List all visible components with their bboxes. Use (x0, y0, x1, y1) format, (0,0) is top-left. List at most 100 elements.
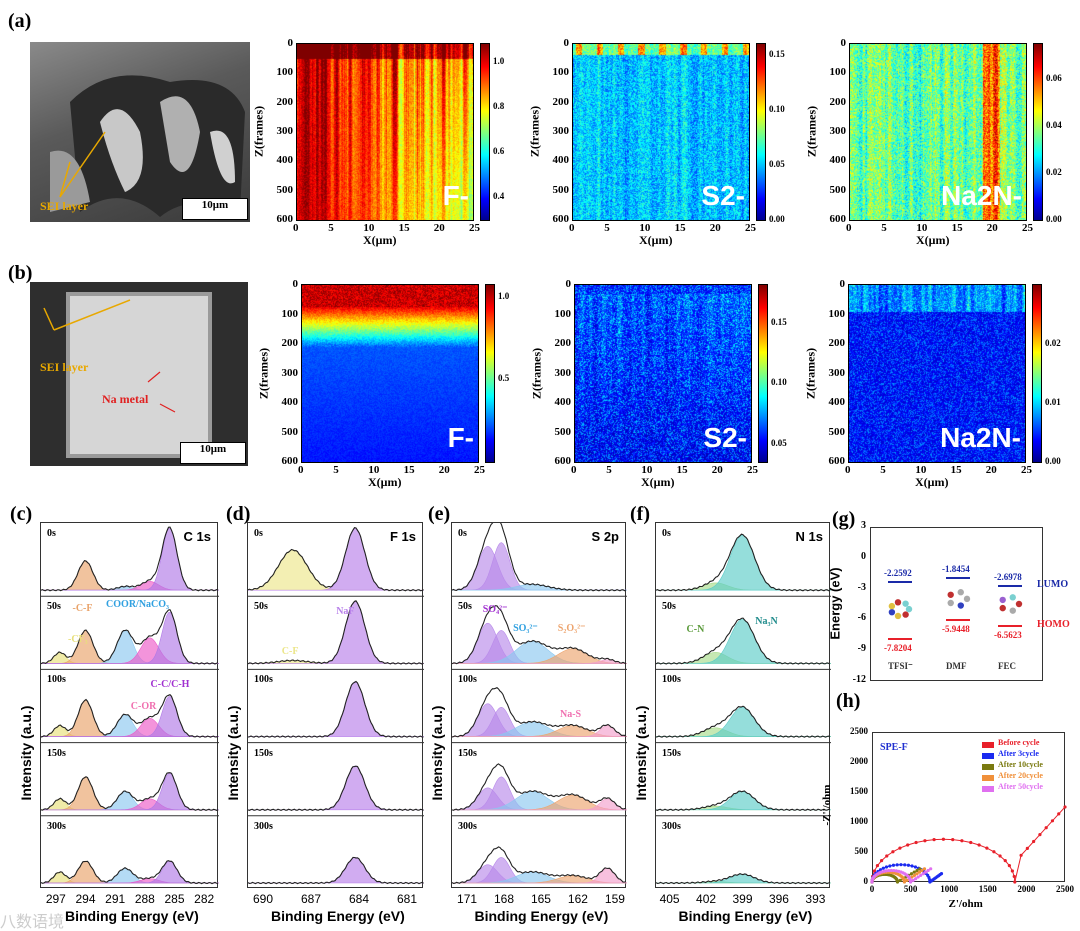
x-tick-label: 5 (880, 464, 886, 476)
colorbar-tick-label: 0.10 (771, 377, 787, 388)
y-axis-title: Intensity (a.u.) (18, 705, 34, 801)
molecule-structures (888, 589, 1023, 620)
y-tick-label: 400 (552, 154, 570, 167)
colorbar-tick-label: 1.0 (493, 56, 505, 67)
y-tick-label: 500 (276, 183, 294, 196)
sem-texture (43, 292, 212, 458)
x-tick-label: 297 (45, 892, 66, 906)
peak-na-s (452, 868, 627, 884)
x-tick-label: 690 (253, 892, 274, 906)
x-tick-label: 25 (745, 222, 756, 234)
y-axis-title: Z(frames) (804, 105, 819, 158)
y-axis-title: Intensity (a.u.) (633, 705, 649, 801)
envelope-line (41, 609, 219, 665)
sei-layer-label: SEI layer (40, 199, 89, 213)
x-axis-title: Binding Energy (eV) (678, 908, 813, 924)
x-tick-label: 0 (869, 884, 875, 894)
colorbar-tick-label: 0.04 (1046, 120, 1062, 131)
y-tick-label: 600 (554, 455, 572, 467)
colorbar-tick-label: 0.00 (1045, 456, 1061, 466)
x-tick-label: 402 (696, 892, 717, 906)
heatmap-a-F (296, 43, 474, 221)
component-label: Na₃N (755, 615, 778, 627)
atom (957, 589, 964, 596)
ion-label: F- (447, 422, 474, 453)
x-tick-label: 171 (457, 892, 478, 906)
sample-annotation: SPE-F (880, 742, 908, 753)
panel-label-e: (e) (428, 503, 451, 525)
x-axis-title: Z'/ohm (948, 898, 983, 910)
row-label: 100s (254, 674, 273, 686)
atom (999, 604, 1006, 612)
peak-so4-2p3-2 (452, 545, 627, 591)
colorbar-tick-label: 0.15 (771, 316, 787, 327)
lumo-level (888, 580, 912, 583)
y-tick-label: 200 (828, 337, 846, 349)
lumo-value: -2.6978 (994, 572, 1022, 583)
y-tick-label: -9 (857, 643, 866, 655)
lumo-value: -2.2592 (884, 567, 912, 578)
homo-level (946, 618, 970, 621)
heatmap-b-S (574, 284, 752, 463)
x-tick-label: 10 (915, 464, 927, 476)
atom (1009, 607, 1016, 614)
y-tick-label: 0 (565, 278, 572, 290)
y-tick-label: 1500 (850, 786, 868, 796)
y-tick-label: 200 (829, 95, 847, 108)
y-axis-title: Z(frames) (251, 105, 266, 158)
y-tick-label: 500 (828, 425, 846, 438)
y-tick-label: 500 (854, 846, 869, 856)
x-tick-label: 500 (903, 884, 918, 894)
x-axis-title: Binding Energy (eV) (474, 908, 609, 924)
heatmap-b-F (301, 284, 479, 463)
atom (947, 591, 954, 598)
peak-na-s (452, 798, 627, 811)
row-label: 150s (458, 747, 477, 759)
x-tick-label: 15 (950, 464, 962, 476)
panel-label-c: (c) (10, 503, 33, 525)
x-tick-label: 405 (659, 892, 680, 906)
y-tick-label: 200 (552, 95, 570, 108)
x-tick-label: 162 (567, 892, 588, 906)
envelope-line (248, 680, 424, 738)
component-label: -CF₃ (68, 633, 88, 645)
legend-entry: After 20cycle (998, 771, 1043, 780)
x-tick-label: 5 (333, 464, 339, 476)
y-tick-label: 100 (281, 307, 299, 320)
y-tick-label: 600 (828, 455, 846, 467)
y-tick-label: 300 (552, 125, 570, 137)
x-tick-label: 10 (641, 464, 653, 476)
envelope-line (656, 790, 831, 812)
x-tick-label: 1000 (940, 884, 959, 894)
sem-image-a: SEI layer 10μm (30, 42, 250, 222)
x-tick-label: 0 (571, 464, 577, 476)
x-tick-label: 2000 (1017, 884, 1036, 894)
y-tick-label: 400 (554, 396, 572, 408)
x-tick-label: 10 (363, 222, 375, 234)
x-tick-label: 285 (164, 892, 185, 906)
atom (902, 600, 909, 607)
colorbar-tick-label: 0.15 (769, 49, 785, 59)
component-label: C-F (281, 646, 299, 658)
x-tick-label: 20 (433, 222, 445, 234)
colorbar-tick-label: 0.00 (769, 214, 785, 224)
x-tick-label: 168 (493, 892, 515, 906)
ion-label: S2- (701, 180, 745, 211)
x-tick-label: 20 (709, 222, 721, 234)
x-tick-label: 2500 (1056, 884, 1074, 894)
panel-label-d: (d) (226, 503, 251, 525)
panel-label-a: (a) (8, 10, 32, 32)
y-tick-label: 400 (281, 396, 299, 408)
category-label: FEC (998, 661, 1016, 671)
y-tick-label: 600 (552, 213, 570, 225)
sei-layer-label: SEI layer (40, 360, 89, 374)
row-label: 50s (254, 601, 268, 613)
colorbar (480, 43, 490, 221)
colorbar-tick-label: 0.5 (498, 373, 510, 384)
spectrum-title: S 2p (591, 529, 619, 544)
panel-label-b: (b) (8, 262, 33, 284)
x-tick-label: 687 (301, 892, 322, 906)
row-label: 50s (662, 601, 676, 613)
xps-panel-f: 0s 50s 100s 150s 300s N 1s (655, 522, 831, 888)
heatmap-a-S (572, 43, 750, 221)
